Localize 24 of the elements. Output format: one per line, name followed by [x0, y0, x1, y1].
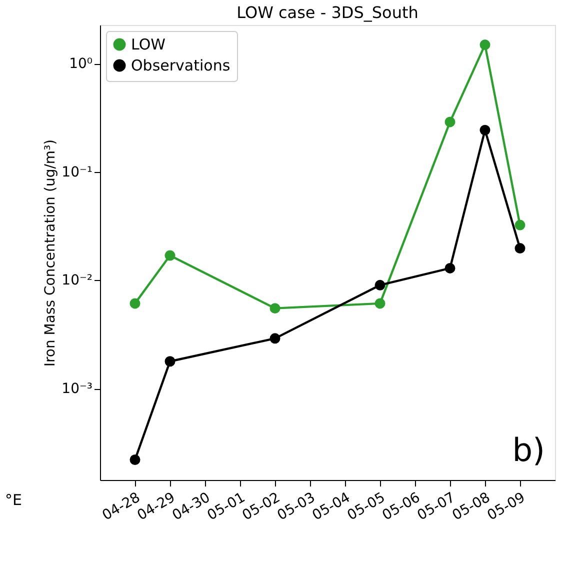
annotation: b): [512, 431, 545, 469]
text: °E: [5, 491, 22, 509]
y-tick-label: 10⁻³: [62, 381, 92, 398]
y-axis-title: Iron Mass Concentration (ug/m³): [42, 139, 59, 367]
point: [270, 303, 280, 314]
legend-label: Observations: [131, 56, 230, 74]
point: [514, 243, 526, 254]
point: [374, 280, 386, 290]
point: [444, 262, 456, 274]
point: [514, 220, 526, 230]
point: [374, 298, 386, 309]
chart-title: LOW case - 3DS_South: [236, 3, 418, 22]
point: [164, 356, 176, 367]
y-tick-label: 10⁻¹: [62, 164, 92, 180]
point: [480, 124, 490, 136]
point: [480, 40, 490, 50]
point: [444, 116, 456, 128]
y-tick-label: 10⁻²: [62, 272, 92, 289]
point: [130, 454, 140, 465]
y-tick-label: 10⁰: [69, 56, 93, 72]
point: [164, 250, 176, 261]
point: [270, 333, 280, 344]
legend-label: LOW: [131, 36, 166, 54]
point: [130, 298, 140, 309]
